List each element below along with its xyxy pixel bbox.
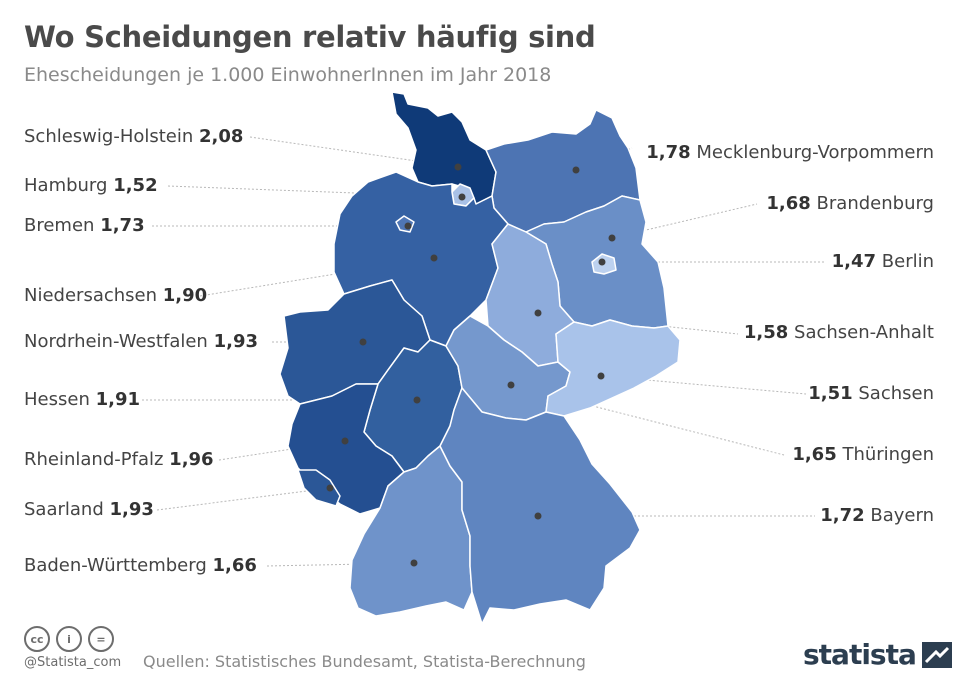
label-rheinland-pfalz: Rheinland-Pfalz 1,96	[24, 449, 214, 470]
label-bayern: 1,72 Bayern	[820, 505, 934, 526]
marker-st	[534, 309, 542, 317]
nd-icon[interactable]: =	[88, 626, 114, 652]
label-hamburg: Hamburg 1,52	[24, 175, 158, 196]
label-schleswig-holstein: Schleswig-Holstein 2,08	[24, 126, 244, 147]
state-saarland	[297, 469, 341, 507]
marker-sh	[454, 163, 462, 171]
marker-nrw	[359, 338, 367, 346]
marker-be	[598, 258, 606, 266]
logo-text: statista	[803, 638, 917, 671]
marker-rp	[341, 437, 349, 445]
state-sachsen	[545, 319, 681, 417]
label-hessen: Hessen 1,91	[24, 389, 141, 410]
marker-ni	[430, 254, 438, 262]
statista-logo[interactable]: statista	[803, 638, 952, 671]
label-niedersachsen: Niedersachsen 1,90	[24, 285, 208, 306]
by-icon[interactable]: i	[56, 626, 82, 652]
state-markers	[326, 163, 616, 567]
marker-by	[534, 512, 542, 520]
marker-hb	[404, 222, 412, 230]
label-sachsen: 1,51 Sachsen	[808, 383, 934, 404]
license-icons: cc i =	[24, 626, 114, 652]
label-mecklenburg-vorpommern: 1,78 Mecklenburg-Vorpommern	[646, 142, 934, 163]
marker-sn	[597, 372, 605, 380]
source-note: Quellen: Statistisches Bundesamt, Statis…	[143, 652, 586, 671]
label-sachsen-anhalt: 1,58 Sachsen-Anhalt	[743, 322, 934, 343]
label-nordrhein-westfalen: Nordrhein-Westfalen 1,93	[24, 331, 258, 352]
label-bremen: Bremen 1,73	[24, 215, 145, 236]
label-thueringen: 1,65 Thüringen	[792, 444, 934, 465]
cc-icon[interactable]: cc	[24, 626, 50, 652]
marker-sl	[326, 484, 334, 492]
marker-he	[413, 396, 421, 404]
marker-bw	[410, 559, 418, 567]
marker-bb	[608, 234, 616, 242]
logo-mark-icon	[921, 641, 952, 668]
marker-th	[507, 381, 515, 389]
label-berlin: 1,47 Berlin	[831, 251, 934, 272]
page-title: Wo Scheidungen relativ häufig sind	[24, 20, 596, 54]
statista-handle[interactable]: @Statista_com	[24, 655, 122, 670]
state-bayern	[439, 387, 641, 625]
label-saarland: Saarland 1,93	[24, 499, 154, 520]
marker-mv	[572, 166, 580, 174]
label-baden-wuerttemberg: Baden-Württemberg 1,66	[24, 555, 257, 576]
marker-hh	[458, 193, 466, 201]
label-brandenburg: 1,68 Brandenburg	[766, 193, 934, 214]
page-subtitle: Ehescheidungen je 1.000 EinwohnerInnen i…	[24, 64, 552, 86]
